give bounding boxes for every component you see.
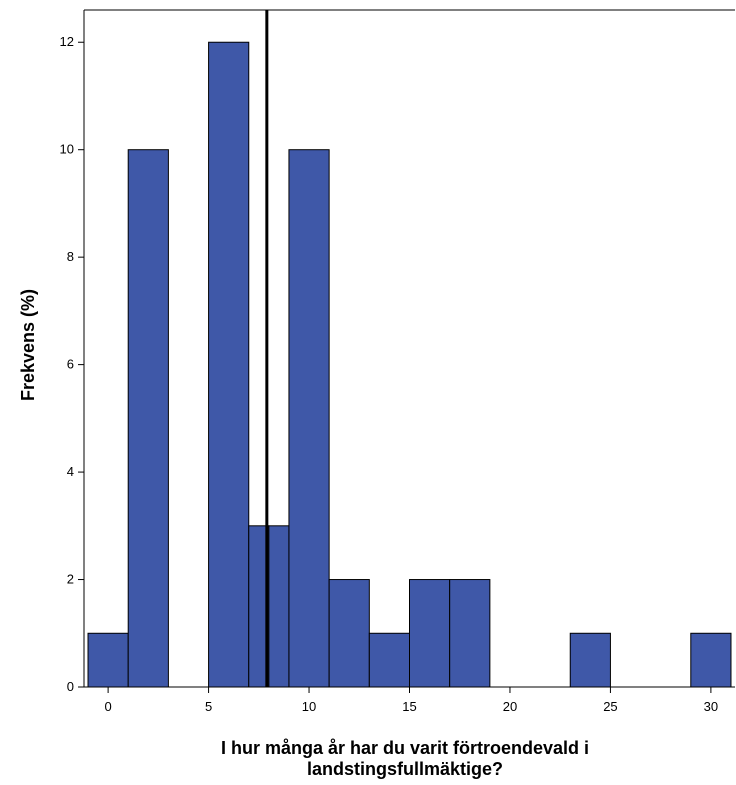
x-tick-label-20: 20: [503, 699, 517, 714]
bars-group: [87, 41, 732, 688]
histogram-bar-0: [87, 632, 129, 688]
x-tick-label-30: 30: [704, 699, 718, 714]
histogram-bar-7: [368, 632, 411, 688]
axis-titles: Frekvens (%) I hur många år har du varit…: [18, 289, 589, 779]
histogram-bar-4: [268, 525, 290, 688]
histogram-bar-5: [288, 149, 330, 688]
histogram-bar-6: [328, 579, 370, 688]
x-axis-title-line-1: I hur många år har du varit förtroendeva…: [221, 738, 589, 758]
x-tick-label-10: 10: [302, 699, 316, 714]
histogram-bar-10: [569, 632, 611, 688]
histogram-bar-11: [690, 632, 732, 688]
x-tick-label-5: 5: [205, 699, 212, 714]
x-tick-label-0: 0: [104, 699, 111, 714]
y-tick-label-10: 10: [60, 142, 74, 157]
y-tick-label-8: 8: [67, 249, 74, 264]
y-axis-title: Frekvens (%): [18, 289, 38, 401]
x-axis-title-line-2: landstingsfullmäktige?: [307, 759, 503, 779]
x-tick-label-25: 25: [603, 699, 617, 714]
histogram-bar-8: [409, 579, 451, 688]
histogram-bar-1: [127, 149, 169, 688]
histogram-bar-2: [208, 41, 250, 688]
y-tick-label-12: 12: [60, 34, 74, 49]
x-tick-label-15: 15: [402, 699, 416, 714]
y-tick-label-4: 4: [67, 464, 74, 479]
histogram-bar-9: [449, 579, 491, 688]
y-tick-label-0: 0: [67, 679, 74, 694]
y-tick-label-6: 6: [67, 357, 74, 372]
axes-group: 0 2 4 6 8 10 12 0 5 10 15 20 25 30: [60, 9, 735, 714]
y-tick-label-2: 2: [67, 572, 74, 587]
